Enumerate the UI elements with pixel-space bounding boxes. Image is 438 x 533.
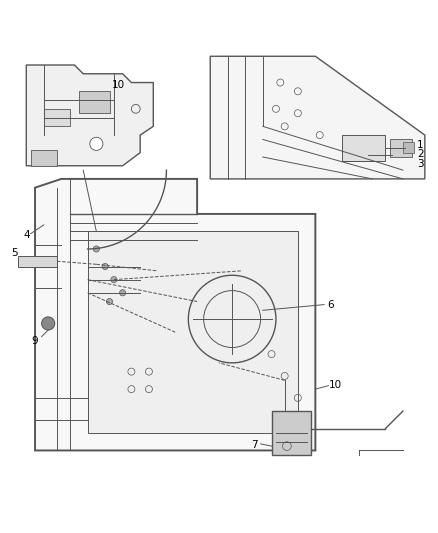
Polygon shape <box>210 56 425 179</box>
Circle shape <box>90 138 103 150</box>
Text: 1: 1 <box>417 140 424 150</box>
Circle shape <box>102 263 108 270</box>
Text: 4: 4 <box>23 230 30 239</box>
Bar <box>44 109 70 126</box>
Circle shape <box>42 317 55 330</box>
Bar <box>390 140 412 157</box>
Circle shape <box>120 290 126 296</box>
Bar <box>18 255 57 266</box>
Text: 3: 3 <box>417 159 424 168</box>
Circle shape <box>93 246 99 252</box>
Bar <box>342 135 385 161</box>
Circle shape <box>106 298 113 304</box>
Polygon shape <box>26 65 153 166</box>
Text: 7: 7 <box>251 440 258 450</box>
Bar <box>79 91 110 113</box>
Polygon shape <box>35 179 315 450</box>
Circle shape <box>111 277 117 282</box>
Bar <box>272 411 311 455</box>
Text: 6: 6 <box>327 300 334 310</box>
Bar <box>403 142 414 152</box>
Bar <box>88 231 298 433</box>
Bar <box>31 150 57 166</box>
Text: 5: 5 <box>11 248 18 259</box>
Text: 2: 2 <box>417 149 424 159</box>
Text: 9: 9 <box>32 336 39 346</box>
Text: 10: 10 <box>112 80 125 90</box>
Text: 10: 10 <box>328 379 342 390</box>
